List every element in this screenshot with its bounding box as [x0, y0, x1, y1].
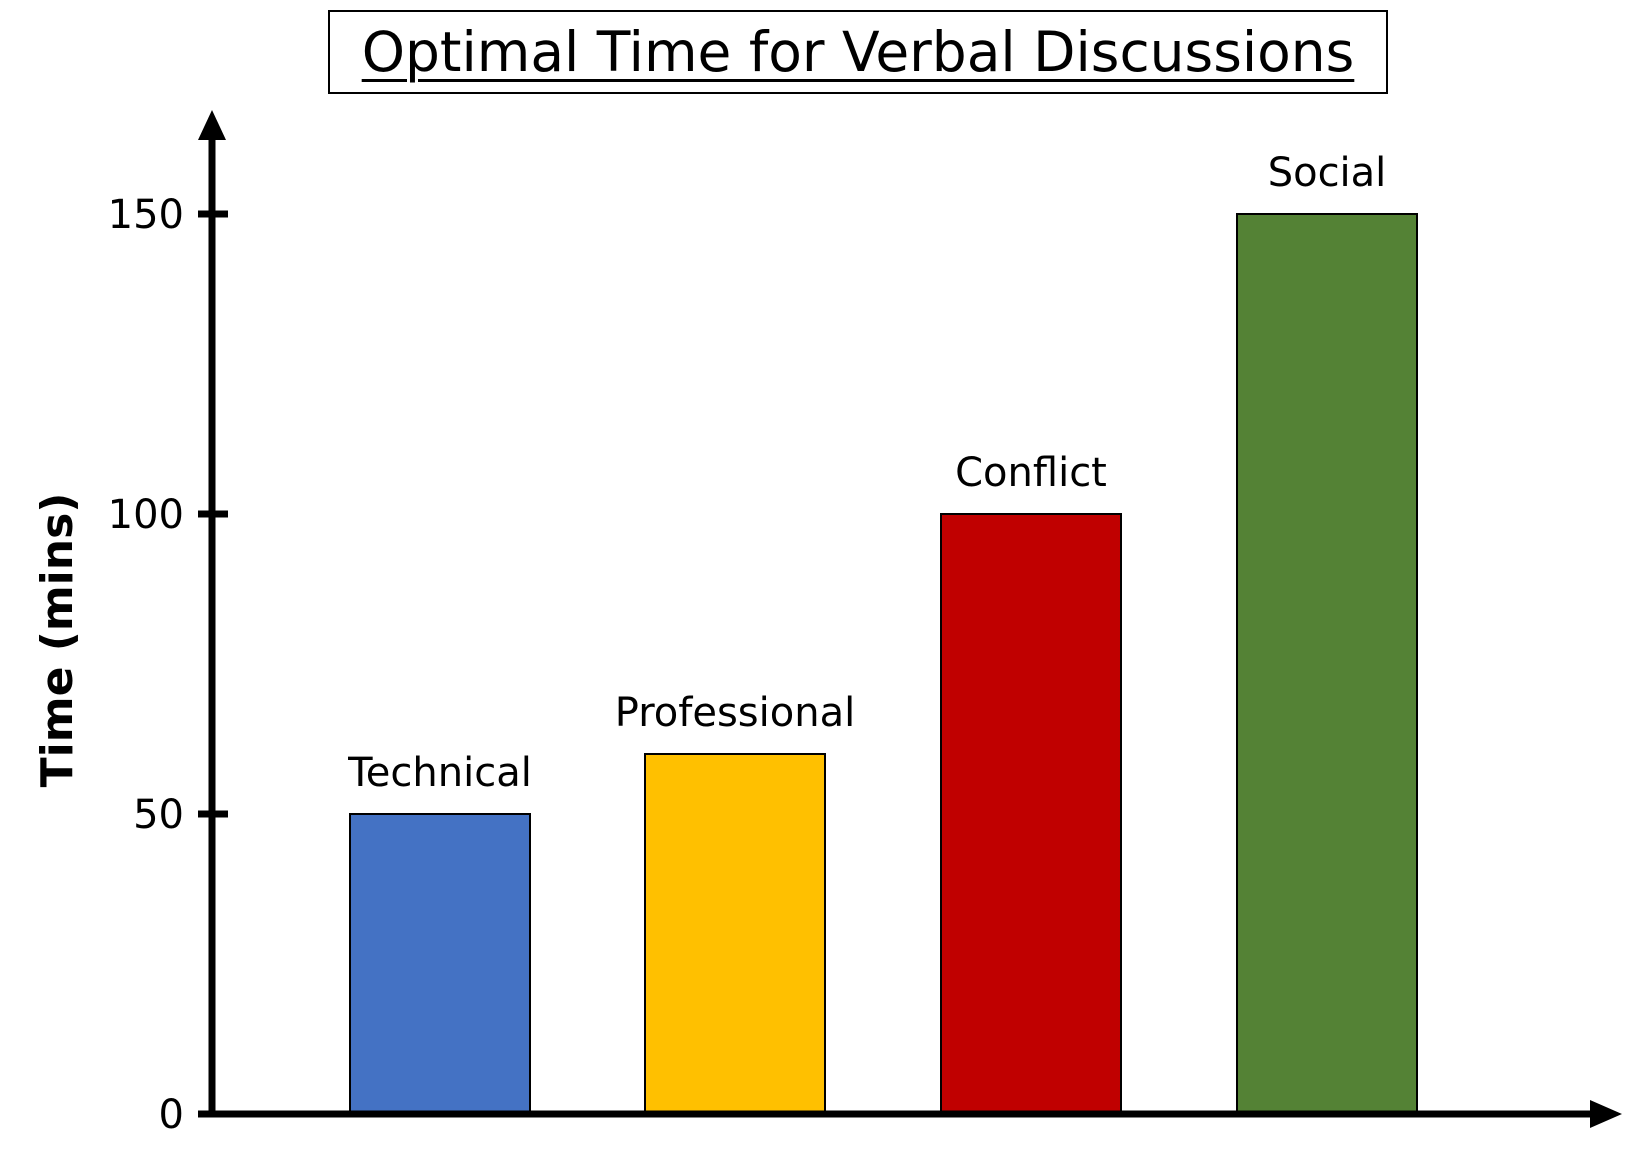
- bar-label-technical: Technical: [347, 750, 532, 796]
- bar-labels-layer: Technical Professional Conflict Social: [347, 150, 1386, 796]
- y-ticks: 0 50 100 150: [108, 192, 228, 1138]
- y-axis-arrow: [198, 110, 226, 140]
- bar-conflict: [940, 513, 1122, 1115]
- bar-technical: [349, 813, 531, 1115]
- bar-label-professional: Professional: [615, 690, 855, 736]
- x-axis-arrow: [1590, 1100, 1622, 1128]
- y-tick-label-0: 0: [159, 1092, 184, 1138]
- bar-label-conflict: Conflict: [955, 450, 1107, 496]
- chart-title-box: Optimal Time for Verbal Discussions: [328, 10, 1388, 94]
- bar-professional: [644, 753, 826, 1115]
- bar-label-social: Social: [1268, 150, 1387, 196]
- y-tick-label-50: 50: [133, 792, 184, 838]
- y-tick-label-150: 150: [108, 192, 184, 238]
- y-axis-title: Time (mins): [32, 493, 83, 788]
- chart-title: Optimal Time for Verbal Discussions: [361, 20, 1355, 84]
- bars-layer: [349, 213, 1418, 1115]
- bar-social: [1236, 213, 1418, 1115]
- axes: [198, 110, 1622, 1128]
- y-tick-label-100: 100: [108, 492, 184, 538]
